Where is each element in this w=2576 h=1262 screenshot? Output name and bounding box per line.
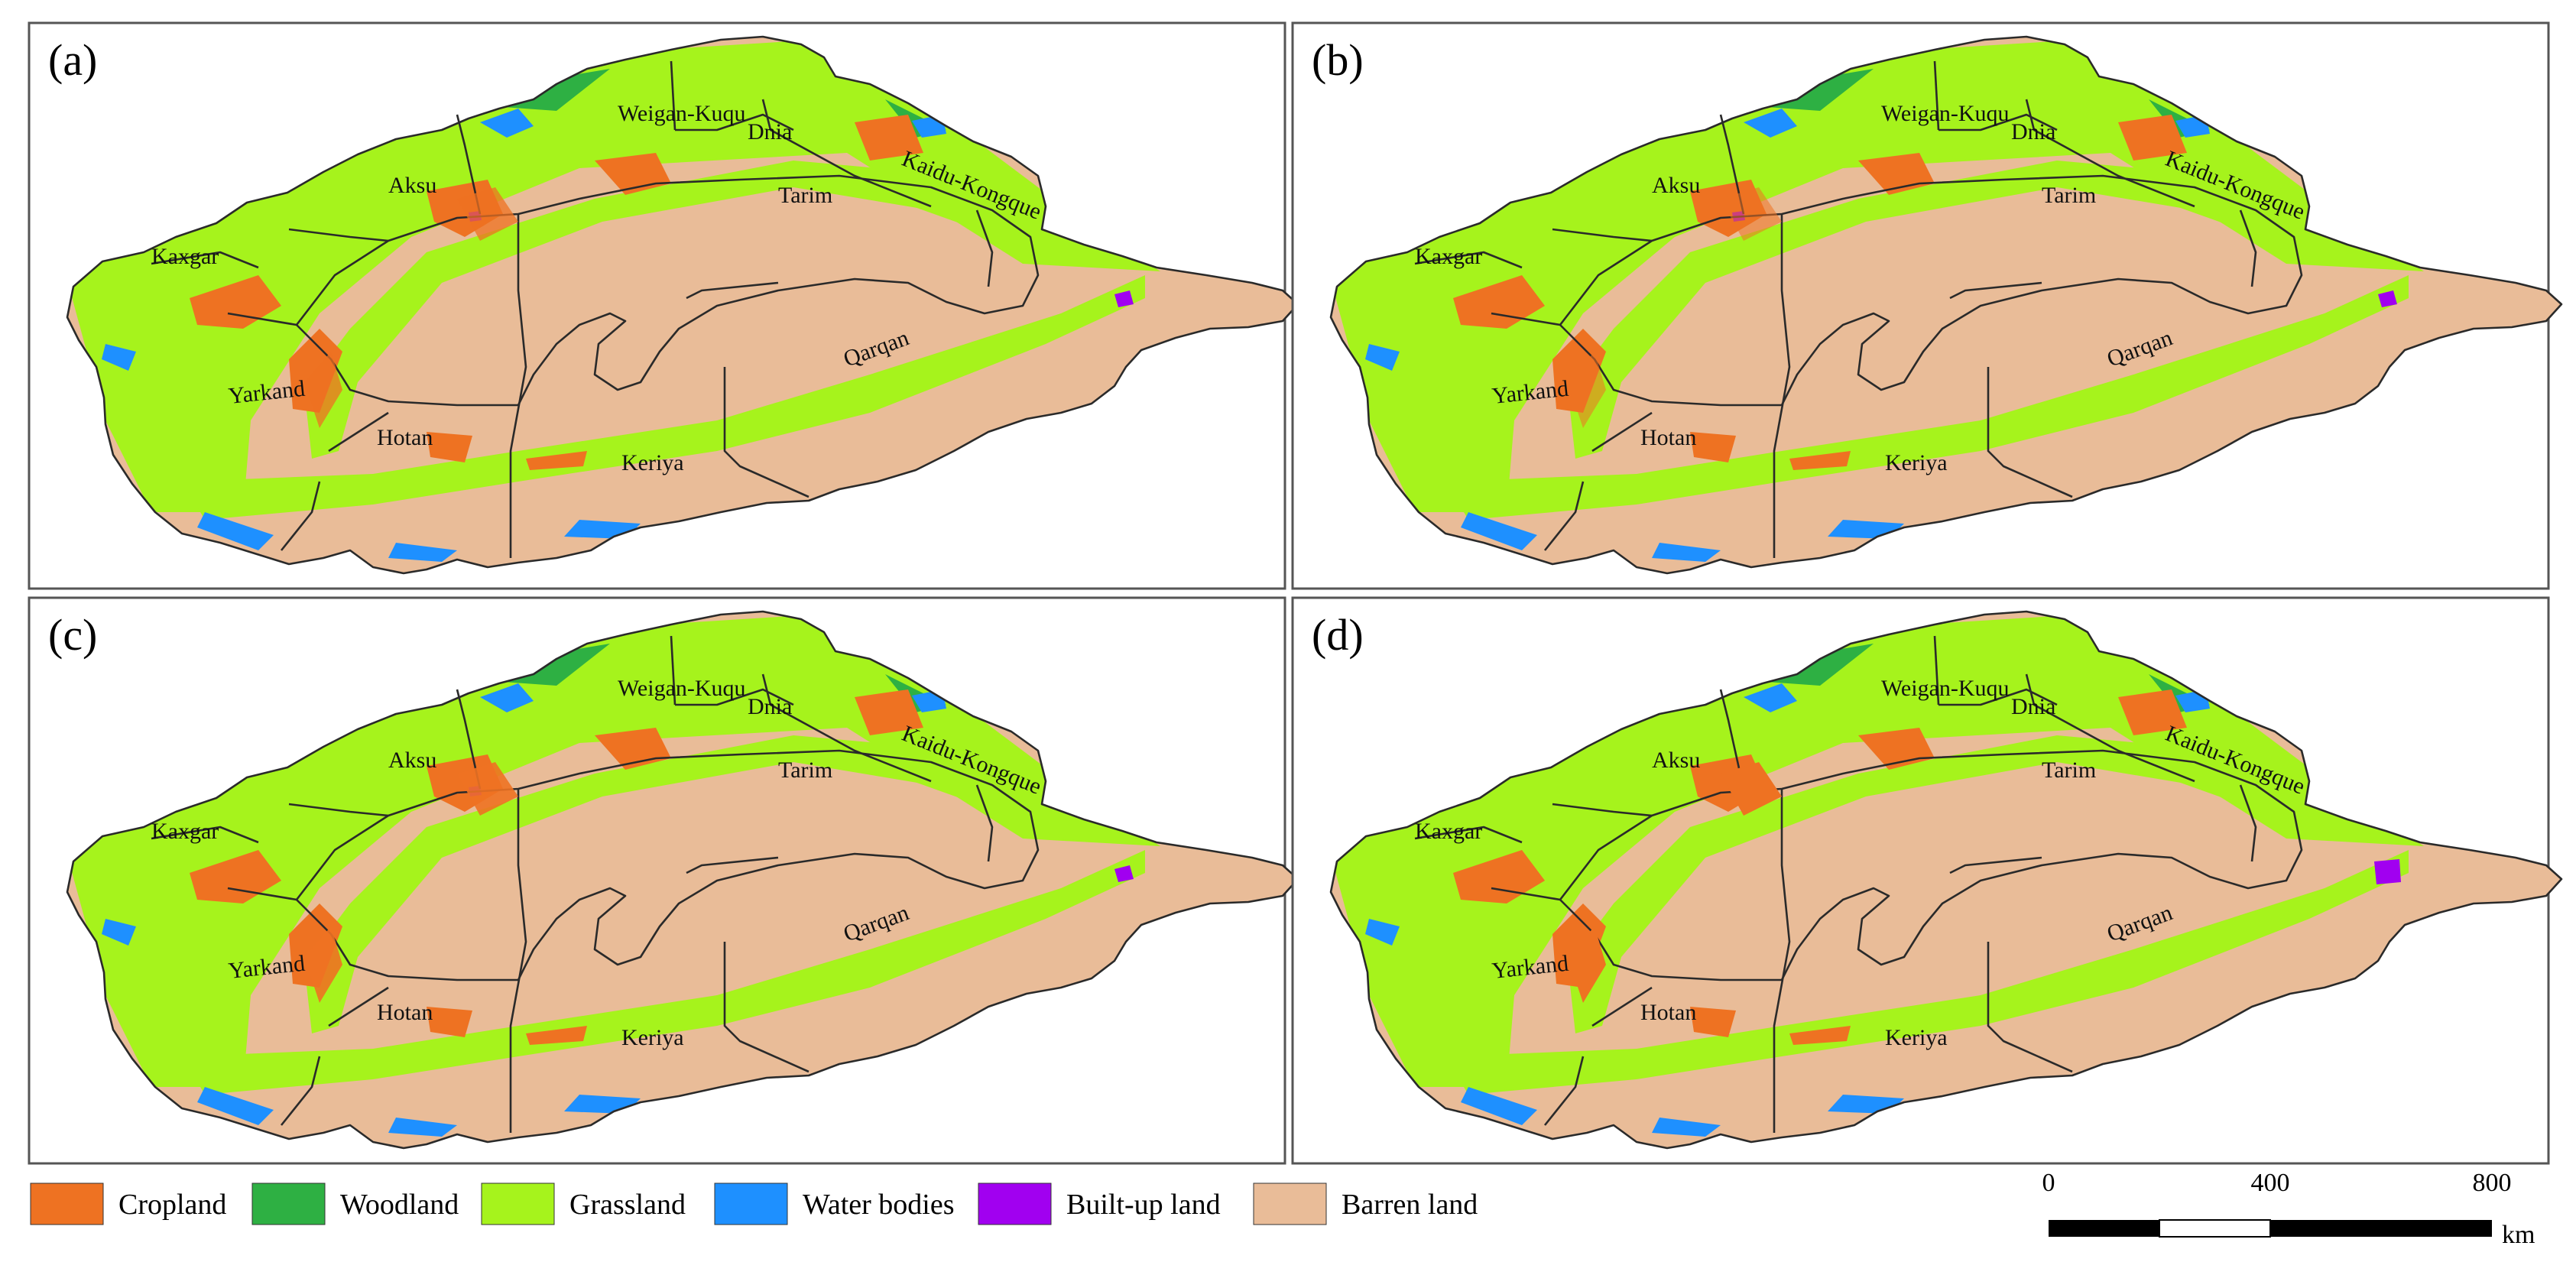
cropland-patch (1568, 926, 1606, 1003)
scale-segment-2 (2159, 1219, 2271, 1238)
basin-label-dnia: Dnia (2011, 694, 2055, 719)
legend-label: Woodland (340, 1189, 459, 1221)
basin-label-kaxgar: Kaxgar (1415, 244, 1482, 269)
legend-label: Cropland (118, 1189, 226, 1221)
basin-land-use-map (1323, 37, 2561, 573)
basin-land-use-map (60, 37, 1298, 573)
panel-land-use-overlay (1568, 187, 1782, 428)
panel-land-use-overlay (304, 187, 518, 428)
basin-label-tarim: Tarim (2042, 758, 2096, 783)
legend-label: Barren land (1342, 1189, 1478, 1221)
legend: Cropland Woodland Grassland Water bodies Bui… (30, 1183, 1478, 1225)
legend-item-water-bodies: Water bodies (714, 1183, 954, 1225)
panel-letter: (a) (48, 35, 97, 85)
legend-item-cropland: Cropland (30, 1183, 226, 1225)
basin-label-weigan-kuqu: Weigan-Kuqu (618, 676, 746, 701)
basin-label-tarim: Tarim (778, 758, 832, 783)
basin-label-hotan: Hotan (1640, 1000, 1696, 1025)
legend-label: Built-up land (1066, 1189, 1221, 1221)
basin-label-keriya: Keriya (621, 450, 684, 475)
cropland-patch (304, 352, 342, 428)
basin-label-aksu: Aksu (1652, 748, 1700, 773)
basin-label-dnia: Dnia (748, 119, 792, 144)
cropland-patch (457, 762, 518, 816)
panel-letter: (b) (1312, 35, 1364, 85)
basin-label-aksu: Aksu (1652, 173, 1700, 198)
scale-segment-1 (2049, 1220, 2159, 1237)
legend-swatch (978, 1183, 1052, 1225)
panel-land-use-overlay (1568, 762, 2401, 1003)
legend-item-grassland: Grassland (481, 1183, 686, 1225)
basin-label-weigan-kuqu: Weigan-Kuqu (618, 101, 746, 126)
basin-label-dnia: Dnia (2011, 119, 2055, 144)
scale-tick-800: 800 (2473, 1169, 2512, 1197)
legend-item-built-up-land: Built-up land (978, 1183, 1221, 1225)
basin-label-kaxgar: Kaxgar (151, 244, 219, 269)
scale-bar: 0 400 800 km (2042, 1169, 2535, 1249)
legend-item-barren-land: Barren land (1253, 1183, 1478, 1225)
basin-label-keriya: Keriya (621, 1025, 684, 1050)
legend-swatch (481, 1183, 555, 1225)
legend-swatch (1253, 1183, 1327, 1225)
basin-label-tarim: Tarim (778, 183, 832, 208)
cropland-patch (1721, 762, 1782, 816)
basin-label-kaxgar: Kaxgar (151, 819, 219, 844)
legend-swatch (714, 1183, 788, 1225)
legend-label: Grassland (569, 1189, 686, 1221)
basin-land-use-map (1323, 612, 2561, 1148)
cropland-patch (1568, 352, 1606, 428)
scale-unit: km (2502, 1221, 2535, 1249)
basin-label-hotan: Hotan (1640, 425, 1696, 450)
panel-land-use-overlay (304, 762, 518, 1003)
basin-label-hotan: Hotan (377, 1000, 433, 1025)
panel-letter: (d) (1312, 610, 1364, 660)
panel-letter: (c) (48, 610, 97, 660)
scale-tick-0: 0 (2042, 1169, 2055, 1197)
basin-land-use-map (60, 612, 1298, 1148)
basin-label-kaxgar: Kaxgar (1415, 819, 1482, 844)
legend-swatch (251, 1183, 326, 1225)
legend-item-woodland: Woodland (251, 1183, 459, 1225)
legend-label: Water bodies (803, 1189, 954, 1221)
built-up-patch (2374, 859, 2401, 884)
basin-label-keriya: Keriya (1885, 1025, 1948, 1050)
legend-swatch (30, 1183, 104, 1225)
basin-label-weigan-kuqu: Weigan-Kuqu (1881, 676, 2010, 701)
basin-label-keriya: Keriya (1885, 450, 1948, 475)
cropland-patch (1721, 187, 1782, 241)
basin-label-aksu: Aksu (388, 748, 436, 773)
basin-label-weigan-kuqu: Weigan-Kuqu (1881, 101, 2010, 126)
scale-tick-400: 400 (2251, 1169, 2290, 1197)
basin-label-tarim: Tarim (2042, 183, 2096, 208)
basin-label-aksu: Aksu (388, 173, 436, 198)
basin-label-hotan: Hotan (377, 425, 433, 450)
basin-label-dnia: Dnia (748, 694, 792, 719)
cropland-patch (304, 926, 342, 1003)
scale-segment-3 (2270, 1220, 2492, 1237)
cropland-patch (457, 187, 518, 241)
